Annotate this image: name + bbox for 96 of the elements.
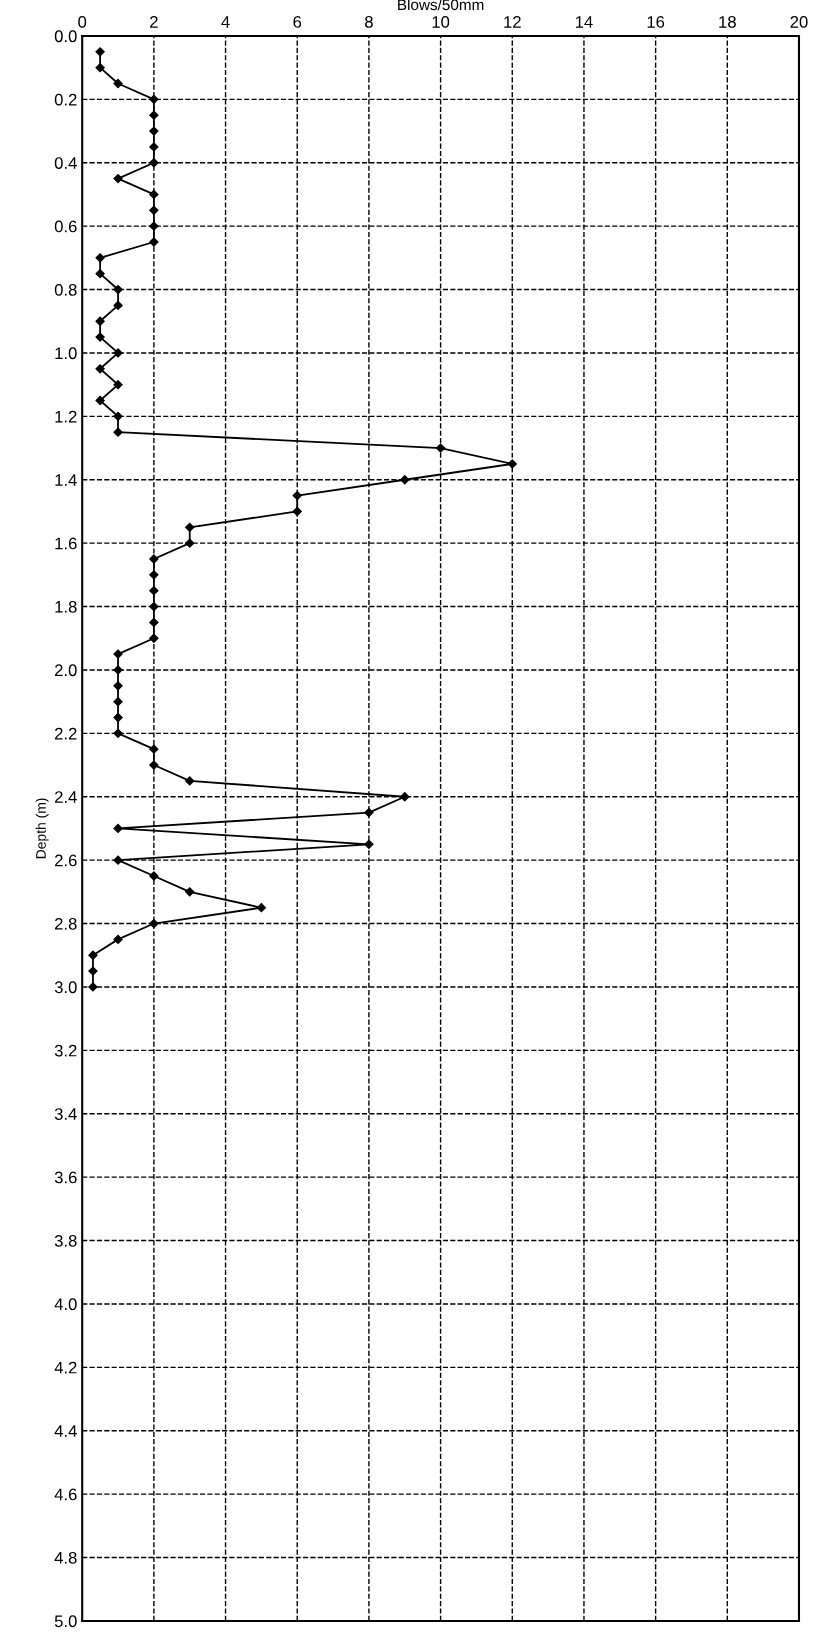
y-tick-label: 2.4	[55, 791, 77, 803]
y-tick-label: 2.6	[55, 854, 77, 867]
point	[149, 189, 159, 200]
point	[113, 300, 123, 311]
point	[113, 649, 123, 659]
y-tick-label: 4.8	[54, 1551, 77, 1564]
point	[95, 395, 105, 406]
point	[185, 887, 195, 897]
y-tick-label: 1.2	[55, 410, 77, 423]
point	[113, 348, 123, 358]
x-tick-label: 2	[150, 15, 158, 28]
point	[400, 475, 410, 485]
point	[149, 871, 159, 881]
point	[185, 538, 195, 548]
y-tick-label: 4.6	[54, 1488, 77, 1501]
x-tick-label: 6	[293, 15, 302, 28]
x-tick-label: 20	[790, 15, 808, 28]
y-tick-label: 0.4	[54, 157, 77, 169]
point	[149, 744, 159, 754]
y-tick-label: 4.2	[54, 1361, 77, 1374]
point	[113, 681, 123, 691]
point	[113, 173, 123, 184]
point	[95, 253, 105, 263]
point	[185, 776, 195, 786]
point	[185, 522, 195, 532]
point	[95, 63, 105, 73]
point	[149, 633, 159, 643]
point	[364, 807, 374, 818]
point	[95, 47, 105, 57]
y-tick-label: 3.0	[54, 981, 77, 994]
point	[113, 78, 123, 89]
y-tick-label: 1.8	[55, 600, 77, 613]
y-tick-label: 3.2	[54, 1044, 77, 1057]
point	[113, 823, 123, 834]
point	[149, 601, 159, 612]
x-tick-label: 0	[78, 15, 87, 28]
x-tick-label: 12	[504, 15, 521, 28]
point	[292, 490, 302, 501]
y-tick-label: 2.8	[55, 917, 77, 930]
x-tick-label: 18	[719, 15, 736, 28]
point	[113, 934, 123, 945]
point	[507, 459, 517, 469]
point	[149, 126, 159, 136]
point	[113, 411, 123, 421]
y-tick-label: 2.0	[55, 664, 77, 677]
point	[149, 237, 159, 247]
x-tick-label: 14	[575, 16, 593, 28]
point	[149, 94, 159, 104]
y-tick-label: 1.6	[55, 537, 77, 550]
y-tick-label: 3.8	[54, 1234, 77, 1247]
y-tick-label: 1.0	[55, 347, 77, 360]
point	[113, 380, 123, 390]
point	[149, 142, 159, 152]
x-tick-label: 4	[221, 16, 230, 28]
point	[364, 839, 374, 849]
point	[149, 205, 159, 215]
point	[400, 792, 410, 802]
point	[149, 617, 159, 628]
y-tick-label: 2.2	[55, 727, 77, 740]
point	[95, 269, 105, 279]
point	[149, 158, 159, 168]
y-tick-label: 3.6	[54, 1171, 77, 1184]
point	[149, 570, 159, 580]
x-tick-label: 10	[432, 15, 450, 28]
point	[113, 427, 123, 437]
point	[95, 364, 105, 374]
point	[88, 950, 98, 960]
point	[88, 966, 98, 976]
x-tick-label: 8	[365, 15, 373, 28]
point	[113, 712, 123, 723]
y-tick-label: 0.2	[54, 93, 77, 106]
point	[95, 316, 105, 326]
point	[435, 443, 446, 453]
point	[88, 982, 98, 992]
point	[113, 855, 123, 865]
point	[113, 728, 123, 738]
y-tick-label: 3.4	[54, 1108, 77, 1120]
point	[149, 918, 159, 929]
point	[149, 554, 159, 564]
point	[149, 221, 159, 231]
point	[149, 586, 159, 596]
point	[95, 332, 105, 342]
x-tick-label: 16	[647, 15, 665, 28]
y-tick-label: 4.4	[54, 1425, 77, 1437]
point	[149, 110, 159, 120]
point	[292, 506, 302, 517]
y-tick-label: 0.6	[54, 220, 77, 233]
y-axis-title: Depth (m)	[35, 798, 49, 859]
y-tick-label: 0.8	[54, 283, 77, 296]
point	[113, 697, 123, 707]
y-tick-label: 1.4	[55, 474, 77, 486]
y-tick-label: 5.0	[54, 1615, 77, 1628]
y-tick-label: 4.0	[54, 1298, 77, 1311]
point	[149, 760, 159, 770]
y-tick-label: 0.0	[54, 30, 77, 43]
point	[113, 284, 123, 295]
